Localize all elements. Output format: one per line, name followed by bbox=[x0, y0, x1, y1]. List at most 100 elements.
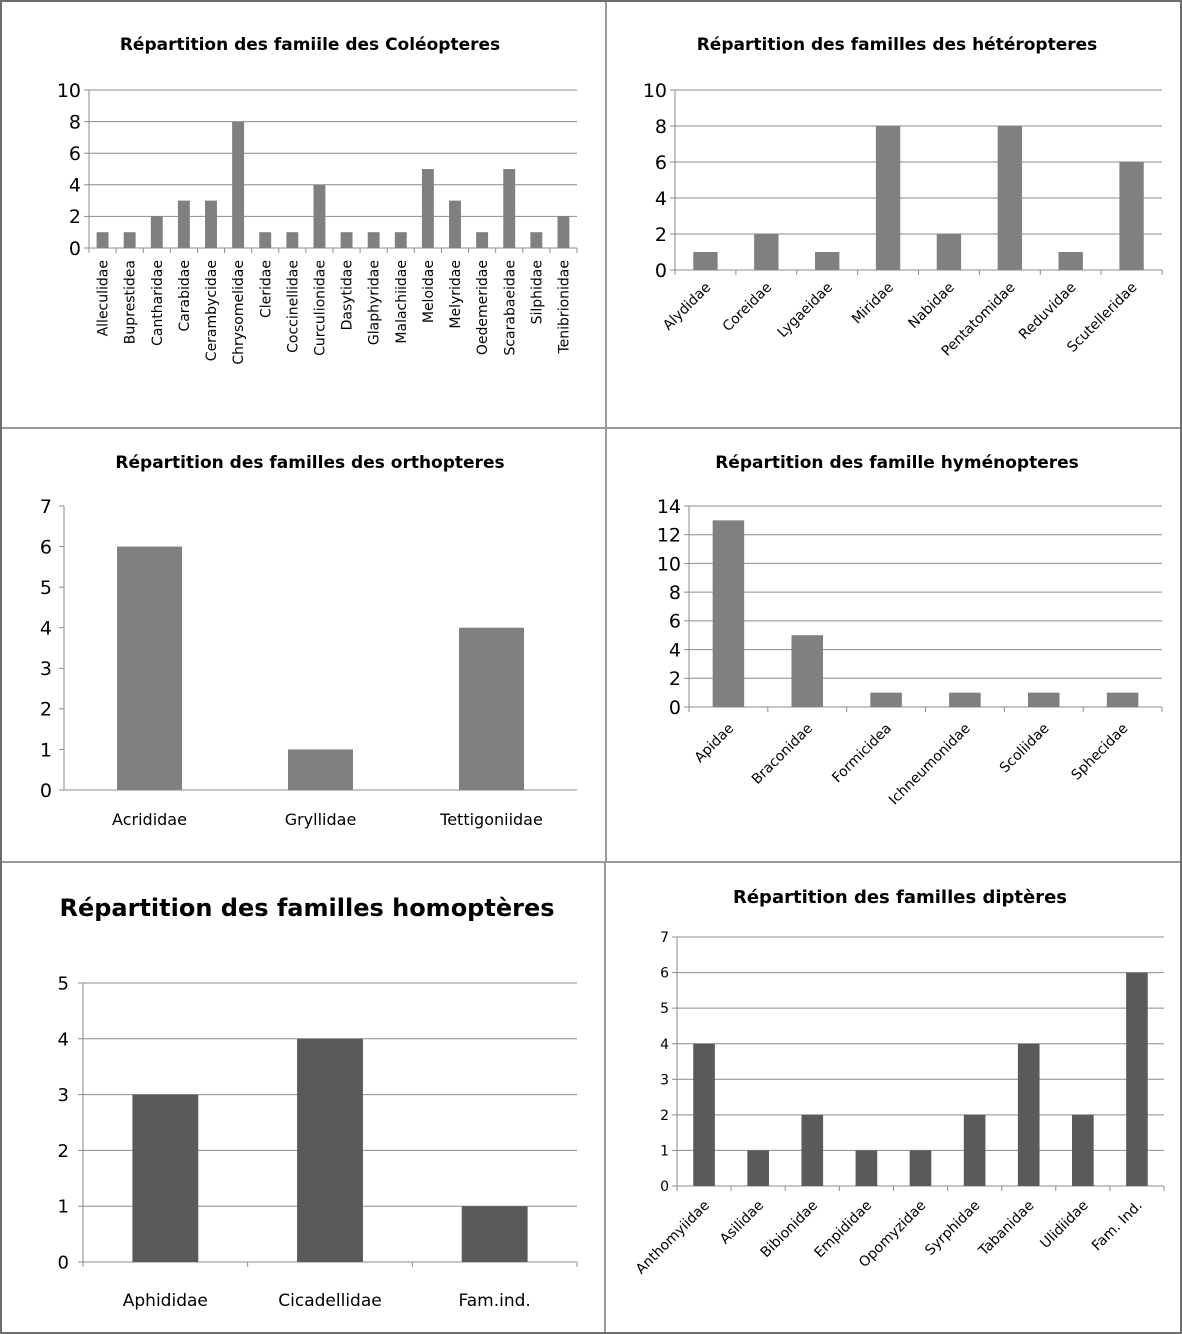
bar-curculionidae bbox=[313, 184, 326, 248]
y-tick-label: 1 bbox=[40, 739, 52, 761]
y-tick-label: 2 bbox=[655, 224, 667, 246]
chart-heteropteres: Répartition des familles des hétéroptere… bbox=[607, 0, 1180, 427]
bar-scarabaeidae bbox=[503, 169, 516, 248]
chart-coleopteres-svg: Répartition des famiile des Coléopteres 0… bbox=[57, 35, 578, 365]
y-tick-label: 14 bbox=[657, 496, 681, 518]
chart-title: Répartition des famiile des Coléopteres bbox=[120, 35, 500, 55]
x-tick-label: Tabanidae bbox=[975, 1198, 1037, 1260]
bar-oedemeridae bbox=[476, 232, 489, 248]
y-tick-label: 10 bbox=[657, 553, 681, 575]
x-tick-label: Chrysomelidae bbox=[231, 260, 247, 365]
chart-title: Répartition des familles des orthopteres bbox=[115, 453, 504, 473]
y-tick-label: 10 bbox=[57, 80, 81, 102]
chart-orthopteres-svg: Répartition des familles des orthopteres… bbox=[40, 453, 577, 829]
divider-horizontal-1 bbox=[2, 427, 1180, 429]
x-tick-label: Braconidae bbox=[749, 721, 816, 788]
y-tick-label: 7 bbox=[40, 496, 52, 518]
y-tick-label: 4 bbox=[655, 188, 667, 210]
chart-hymenopteres: Répartition des famille hyménopteres 0 2 4 6… bbox=[607, 429, 1180, 861]
bar-cicadellidae bbox=[297, 1038, 363, 1262]
y-tick-label: 2 bbox=[669, 668, 681, 690]
bar-dasytidae bbox=[340, 232, 353, 248]
bar-scutelleridae bbox=[1119, 162, 1144, 270]
bar-coccinellidae bbox=[286, 232, 299, 248]
y-tick-label: 4 bbox=[58, 1029, 69, 1050]
bar-braconidae bbox=[791, 635, 824, 707]
y-tick-label: 1 bbox=[660, 1143, 669, 1159]
y-tick-label: 8 bbox=[655, 116, 667, 138]
x-tick-label: Carabidae bbox=[177, 260, 193, 332]
bar-formicidea bbox=[870, 692, 902, 707]
y-tick-label: 0 bbox=[655, 260, 667, 282]
y-tick-label: 3 bbox=[40, 658, 52, 680]
x-tick-label: Cerambycidae bbox=[204, 260, 220, 361]
x-tick-label: Curculionidae bbox=[312, 260, 328, 356]
y-tick-label: 5 bbox=[660, 1001, 669, 1017]
x-tick-label: Silphidae bbox=[529, 260, 545, 324]
y-tick-label: 6 bbox=[655, 152, 667, 174]
x-tick-label: Glaphyridae bbox=[367, 260, 383, 345]
bar-lygaeidae bbox=[815, 252, 840, 270]
bar-fam-ind- bbox=[461, 1206, 528, 1262]
divider-vertical-bottom bbox=[604, 862, 606, 1332]
bar-aphididae bbox=[132, 1094, 199, 1262]
chart-orthopteres: Répartition des familles des orthopteres… bbox=[0, 429, 605, 861]
x-tick-label: Cantharidae bbox=[150, 260, 166, 346]
y-tick-label: 0 bbox=[40, 780, 52, 802]
bar-tabanidae bbox=[1017, 1043, 1040, 1186]
x-tick-label: Anthomyiidae bbox=[633, 1198, 713, 1278]
chart-title: Répartition des familles diptères bbox=[733, 887, 1067, 908]
x-tick-label: Tettigoniidae bbox=[439, 810, 543, 829]
y-tick-label: 0 bbox=[58, 1252, 69, 1273]
bar-ulidiidae bbox=[1072, 1114, 1094, 1186]
x-tick-label: Acrididae bbox=[112, 810, 187, 829]
bar-anthomyiidae bbox=[693, 1043, 715, 1186]
x-tick-label: Tenibrionidae bbox=[556, 260, 572, 355]
x-tick-label: Asilidae bbox=[717, 1198, 767, 1248]
bar-acrididae bbox=[117, 546, 182, 790]
y-tick-label: 0 bbox=[69, 238, 81, 260]
bar-buprestidea bbox=[123, 232, 136, 248]
x-tick-label: Coccinellidae bbox=[285, 260, 301, 353]
y-tick-label: 3 bbox=[58, 1085, 69, 1106]
x-tick-label: Scoliidae bbox=[997, 721, 1053, 777]
y-tick-label: 4 bbox=[669, 639, 681, 661]
x-tick-label: Ichneumonidae bbox=[886, 721, 974, 809]
y-tick-label: 6 bbox=[660, 966, 669, 982]
chart-title: Répartition des familles homoptères bbox=[59, 894, 554, 922]
x-tick-label: Coreidae bbox=[720, 280, 775, 335]
chart-hymenopteres-svg: Répartition des famille hyménopteres 0 2 4 6… bbox=[657, 453, 1163, 809]
bar-tenibrionidae bbox=[557, 216, 570, 248]
y-tick-label: 8 bbox=[669, 582, 681, 604]
x-tick-label: Buprestidea bbox=[123, 260, 139, 344]
bar-miridae bbox=[875, 126, 901, 270]
bar-fam-ind- bbox=[1126, 972, 1148, 1186]
chart-dipteres-svg: Répartition des familles diptères 0 1 2 3 4 5 6… bbox=[633, 887, 1165, 1278]
bar-opomyzidae bbox=[909, 1150, 932, 1186]
y-tick-label: 6 bbox=[669, 611, 681, 633]
y-tick-label: 8 bbox=[69, 111, 81, 133]
bar-sphecidae bbox=[1106, 692, 1139, 707]
bar-carabidae bbox=[177, 200, 190, 248]
y-tick-label: 5 bbox=[40, 577, 52, 599]
bar-chrysomelidae bbox=[232, 121, 245, 248]
x-tick-label: Scarabaeidae bbox=[502, 260, 518, 356]
chart-title: Répartition des famille hyménopteres bbox=[715, 453, 1079, 473]
x-tick-label: Lygaeidae bbox=[775, 280, 836, 341]
bar-melyridae bbox=[449, 200, 461, 248]
x-tick-label: Meloidae bbox=[421, 260, 437, 323]
x-tick-label: Cleridae bbox=[258, 260, 274, 318]
x-tick-label: Alleculidae bbox=[96, 260, 112, 336]
chart-dipteres: Répartition des familles diptères 0 1 2 3 4 5 6… bbox=[606, 863, 1180, 1332]
chart-heteropteres-svg: Répartition des familles des hétéroptere… bbox=[643, 35, 1163, 360]
bar-meloidae bbox=[421, 169, 434, 248]
x-tick-label: Nabidae bbox=[905, 280, 957, 332]
y-tick-label: 2 bbox=[40, 699, 52, 721]
y-tick-label: 2 bbox=[660, 1108, 669, 1124]
bar-silphidae bbox=[530, 232, 543, 248]
x-tick-label: Fam. Ind. bbox=[1089, 1198, 1146, 1255]
x-tick-label: Apidae bbox=[692, 721, 738, 767]
x-tick-label: Formicidea bbox=[829, 721, 895, 787]
chart-homopteres-svg: Répartition des familles homoptères 0 1 2 3 4… bbox=[58, 894, 578, 1311]
y-tick-label: 5 bbox=[58, 973, 69, 994]
